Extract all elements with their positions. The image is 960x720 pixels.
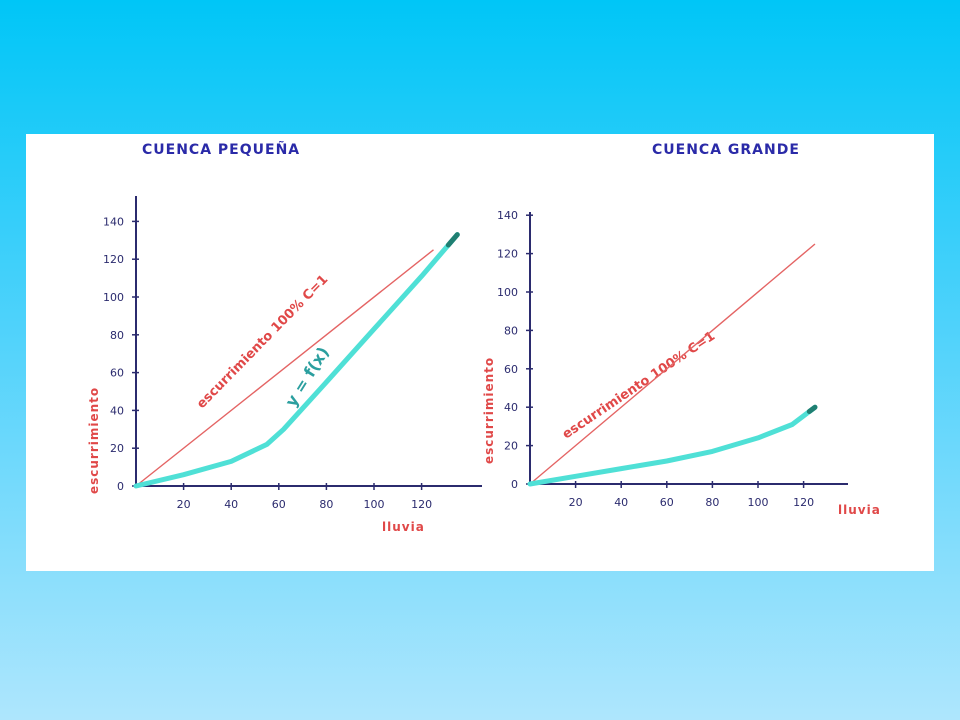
chart-0-curve-end xyxy=(445,232,460,248)
chart-1-reference-line xyxy=(529,243,816,485)
chart-0-x-tick-label: 40 xyxy=(224,498,238,511)
chart-0-x-tick-label: 20 xyxy=(177,498,191,511)
chart-1-y-tick-label: 120 xyxy=(497,248,518,261)
chart-1-y-tick-label: 60 xyxy=(504,363,518,376)
chart-1-y-tick-label: 40 xyxy=(504,401,518,414)
chart-right-xlabel: lluvia xyxy=(838,503,881,517)
chart-0-y-tick-label: 100 xyxy=(103,291,124,304)
chart-0-x-tick-label: 60 xyxy=(272,498,286,511)
chart-0-y-tick-label: 20 xyxy=(110,442,124,455)
chart-1-x-tick-label: 40 xyxy=(614,496,628,509)
chart-0-x-tick-label: 120 xyxy=(411,498,432,511)
charts-canvas: CUENCA PEQUEÑA CUENCA GRANDE escurrimien… xyxy=(87,141,881,534)
chart-left-ylabel: escurrimiento xyxy=(87,387,101,494)
chart-left-title: CUENCA PEQUEÑA xyxy=(142,141,300,158)
chart-1-x-tick-label: 60 xyxy=(660,496,674,509)
chart-0-y-tick-label: 60 xyxy=(110,367,124,380)
chart-0-reference-line xyxy=(135,249,434,487)
chart-1-x-tick-label: 20 xyxy=(569,496,583,509)
chart-0-x-tick-label: 80 xyxy=(319,498,333,511)
chart-1-x-tick-label: 120 xyxy=(793,496,814,509)
chart-0-y-tick-label: 40 xyxy=(110,404,124,417)
chart-0-x-tick-label: 100 xyxy=(364,498,385,511)
chart-1-y-tick-label: 140 xyxy=(497,209,518,222)
chart-left-reference-label: escurrimiento 100% C=1 xyxy=(194,272,331,412)
chart-1-runoff-curve xyxy=(527,404,818,487)
chart-right-ylabel: escurrimiento xyxy=(482,357,496,464)
chart-1-y-tick-label: 80 xyxy=(504,324,518,337)
chart-0-y-tick-label: 80 xyxy=(110,329,124,342)
chart-0-y-tick-label: 0 xyxy=(117,480,124,493)
chart-0-y-tick-label: 140 xyxy=(103,215,124,228)
chart-1-y-tick-label: 20 xyxy=(504,440,518,453)
chart-0-y-tick-label: 120 xyxy=(103,253,124,266)
chart-1-x-tick-label: 80 xyxy=(705,496,719,509)
chart-1-x-tick-label: 100 xyxy=(748,496,769,509)
chart-right-title: CUENCA GRANDE xyxy=(652,142,800,158)
chart-left-xlabel: lluvia xyxy=(382,520,425,534)
chart-1-y-tick-label: 100 xyxy=(497,286,518,299)
slide-panel: CUENCA PEQUEÑA CUENCA GRANDE escurrimien… xyxy=(26,134,934,571)
chart-1-y-tick-label: 0 xyxy=(511,478,518,491)
chart-1-curve-end xyxy=(806,404,818,415)
